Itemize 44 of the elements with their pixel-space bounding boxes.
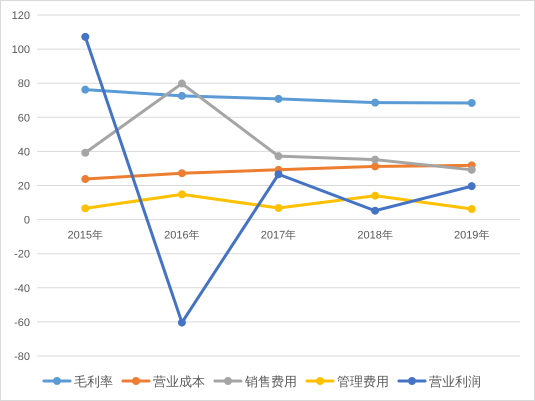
point [178, 80, 186, 88]
point [178, 169, 186, 178]
x-tick-label: 2015年 [68, 230, 104, 242]
point [468, 182, 476, 190]
y-tick-label: 40 [18, 146, 30, 158]
legend-label: 毛利率 [74, 374, 113, 389]
y-tick-label: -20 [14, 248, 30, 261]
point [371, 162, 380, 170]
point [371, 98, 380, 107]
legend-label: 营业成本 [153, 374, 205, 389]
point [81, 32, 90, 41]
point [468, 98, 476, 107]
y-tick-label: 120 [12, 10, 30, 22]
point [468, 166, 476, 174]
point [274, 152, 282, 160]
y-tick-label: -40 [14, 282, 30, 295]
point [468, 205, 476, 214]
point [274, 94, 282, 103]
y-tick-label: -80 [14, 351, 30, 363]
legend-label: 销售费用 [244, 374, 297, 389]
y-tick-label: 60 [18, 112, 30, 124]
point [178, 318, 186, 327]
x-tick-label: 2018年 [357, 230, 393, 242]
y-tick-label: 100 [12, 44, 30, 56]
point [81, 86, 90, 94]
x-tick-label: 2019年 [454, 230, 490, 242]
point [178, 190, 186, 198]
y-tick-label: 80 [18, 78, 30, 90]
legend-label: 管理费用 [337, 374, 389, 389]
point [371, 156, 380, 164]
legend-label: 营业利润 [429, 374, 481, 389]
point [274, 170, 282, 178]
y-tick-label: 0 [24, 214, 30, 227]
point [81, 204, 90, 212]
y-tick-label: -60 [14, 316, 30, 329]
x-tick-label: 2016年 [164, 230, 200, 242]
point [274, 204, 282, 212]
point [81, 175, 90, 184]
point [371, 192, 380, 200]
point [81, 148, 90, 157]
point [371, 206, 380, 215]
point [178, 92, 186, 100]
y-tick-label: 20 [18, 180, 30, 192]
x-tick-label: 2017年 [260, 230, 296, 242]
